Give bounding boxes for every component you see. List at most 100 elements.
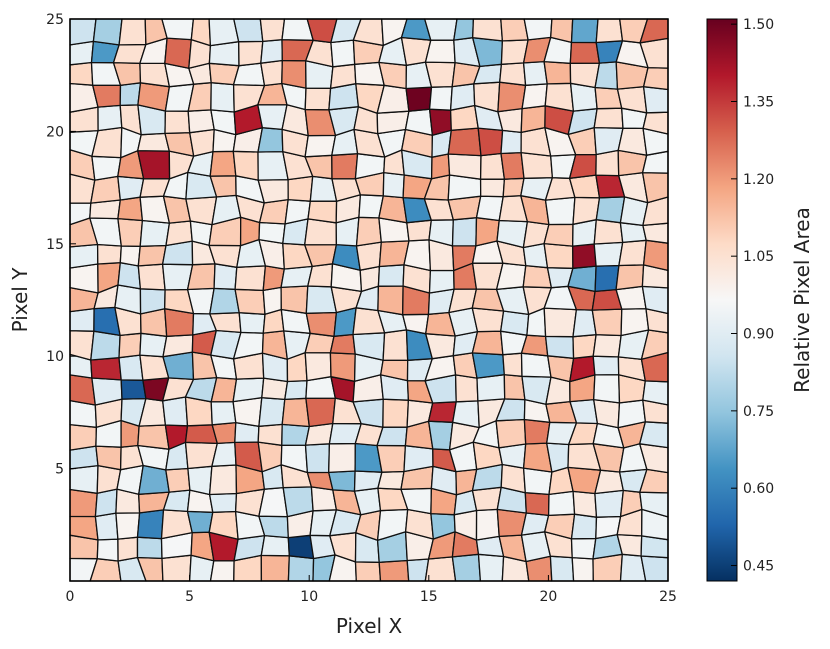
heatmap-cell	[136, 536, 163, 560]
x-tick-label: 25	[659, 589, 677, 605]
heatmap-cell	[520, 151, 554, 179]
heatmap-cell	[260, 534, 290, 557]
heatmap-cell	[471, 307, 505, 333]
heatmap-cell	[90, 357, 122, 381]
heatmap-cell	[213, 263, 238, 290]
heatmap-cell	[594, 61, 619, 90]
heatmap-cell	[118, 332, 142, 359]
heatmap-cell	[642, 66, 669, 91]
heatmap-cell	[523, 18, 553, 41]
heatmap-cell	[500, 310, 530, 336]
heatmap-cell	[119, 82, 142, 107]
heatmap-cell	[500, 18, 529, 42]
heatmap-cell	[287, 534, 315, 560]
heatmap-cell	[615, 264, 645, 291]
heatmap-cell	[424, 18, 458, 41]
y-tick-label: 20	[46, 124, 64, 140]
heatmap-cell	[595, 18, 624, 44]
heatmap-cell	[475, 217, 500, 247]
heatmap-cell	[570, 537, 597, 560]
heatmap-cell	[119, 245, 141, 267]
heatmap-cell	[475, 508, 500, 541]
heatmap-cell	[95, 445, 122, 471]
heatmap-cell	[642, 222, 669, 244]
heatmap-cell	[187, 465, 213, 496]
heatmap-cell	[90, 330, 121, 361]
heatmap-cell	[307, 263, 334, 288]
heatmap-cell	[69, 61, 94, 86]
heatmap-cell	[355, 216, 382, 247]
heatmap-cell	[567, 265, 597, 293]
heatmap-cell	[571, 556, 594, 582]
heatmap-cell	[377, 285, 404, 316]
heatmap-cell	[331, 153, 359, 180]
heatmap-cell	[520, 352, 552, 378]
heatmap-cell	[615, 285, 647, 310]
heatmap-cell	[593, 219, 624, 245]
heatmap-cell	[549, 555, 575, 582]
heatmap-cell	[282, 486, 314, 518]
heatmap-cell	[447, 153, 482, 180]
heatmap-cell	[210, 400, 237, 426]
heatmap-cell	[280, 285, 309, 314]
heatmap-cell	[471, 352, 505, 379]
heatmap-cell	[428, 108, 452, 136]
heatmap-cell	[96, 243, 122, 265]
heatmap-cell	[451, 217, 478, 247]
heatmap-cell	[258, 397, 286, 427]
heatmap-cell	[164, 110, 191, 135]
heatmap-cell	[69, 488, 98, 518]
heatmap-cell	[117, 536, 139, 562]
heatmap-cell	[479, 152, 506, 180]
heatmap-cell	[382, 398, 410, 428]
heatmap-cells	[69, 18, 669, 582]
heatmap-cell	[304, 443, 331, 474]
heatmap-cell	[262, 286, 282, 315]
heatmap-cell	[427, 401, 457, 423]
colorbar-tick-label: 0.75	[743, 404, 774, 420]
heatmap-cell	[189, 128, 215, 157]
heatmap-cell	[617, 127, 648, 156]
heatmap-cell	[594, 264, 620, 293]
heatmap-cell	[281, 59, 307, 89]
heatmap-cell	[162, 396, 189, 427]
heatmap-cell	[257, 127, 284, 153]
heatmap-cell	[523, 418, 551, 445]
heatmap-cell	[472, 18, 504, 42]
heatmap-cell	[287, 175, 314, 202]
heatmap-cell	[117, 217, 144, 247]
heatmap-cell	[328, 442, 356, 474]
heatmap-cell	[69, 18, 97, 46]
heatmap-cell	[69, 330, 95, 361]
heatmap-cell	[329, 352, 356, 382]
heatmap-cell	[69, 307, 95, 332]
heatmap-cell	[569, 62, 601, 89]
x-tick-label: 15	[420, 589, 438, 605]
heatmap-cell	[328, 470, 356, 492]
heatmap-cell	[495, 418, 527, 449]
x-axis: 0 5 10 15 20 25	[66, 575, 677, 605]
colorbar	[706, 18, 738, 582]
heatmap-cell	[427, 420, 454, 451]
heatmap-cell	[430, 153, 451, 180]
colorbar-title: Relative Pixel Area	[790, 207, 814, 393]
heatmap-cell	[424, 61, 456, 88]
heatmap-cell	[572, 243, 597, 269]
heatmap-cell	[117, 196, 144, 222]
heatmap-cell	[543, 307, 578, 338]
heatmap-cell	[544, 335, 575, 359]
heatmap-cell	[234, 265, 267, 292]
heatmap-cell	[210, 82, 235, 113]
heatmap-cell	[572, 334, 597, 359]
heatmap-cell	[543, 223, 574, 247]
heatmap-cell	[641, 172, 669, 204]
heatmap-cell	[500, 129, 522, 155]
heatmap-cell	[592, 334, 622, 358]
heatmap-cell	[471, 330, 504, 356]
heatmap-cell	[521, 83, 548, 110]
heatmap-cell	[238, 312, 266, 334]
heatmap-cell	[595, 515, 622, 540]
heatmap-cell	[118, 354, 144, 381]
heatmap-cell	[304, 134, 337, 158]
heatmap-cell	[233, 18, 264, 43]
